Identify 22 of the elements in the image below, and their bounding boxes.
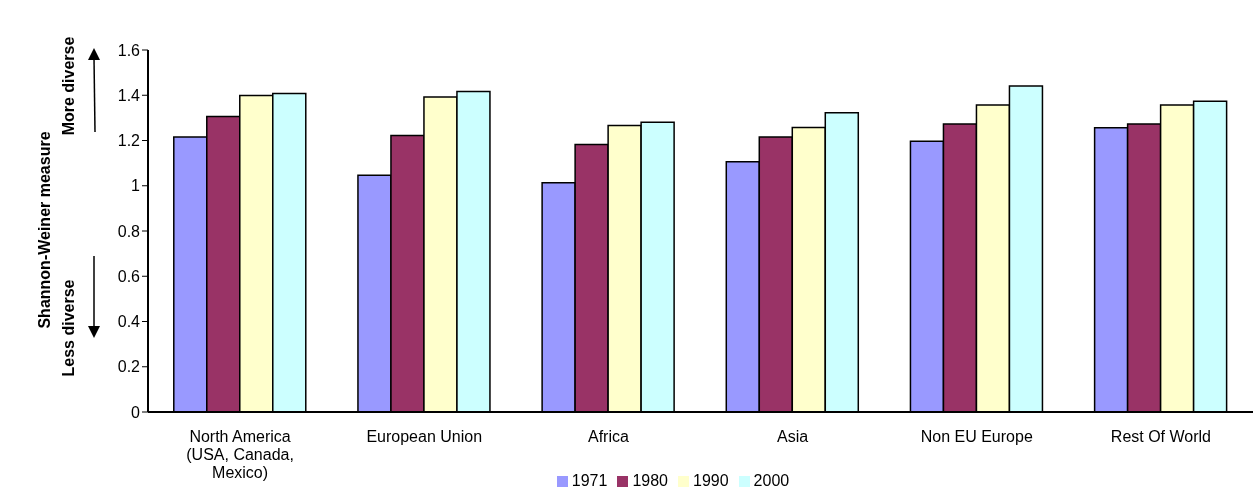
x-tick-label: Asia	[777, 428, 809, 445]
y-tick-label: 0	[131, 403, 141, 421]
legend-label: 1990	[693, 472, 729, 489]
y-tick-label: 0.8	[117, 222, 141, 240]
y-axis-title: Shannon-Weiner measure	[36, 131, 53, 329]
x-tick-label: European Union	[366, 428, 483, 445]
y-tick-label: 1	[131, 177, 141, 195]
x-tick-label: North America (USA, Canada, Mexico)	[186, 428, 294, 481]
legend-label: 1971	[571, 472, 608, 489]
x-tick-label: Non EU Europe	[920, 428, 1033, 445]
y-tick-label: 1.4	[117, 86, 141, 104]
legend-label: 1980	[632, 472, 668, 489]
y-tick-label: 1.2	[117, 132, 141, 150]
text: More diverse	[60, 36, 77, 136]
y-tick-label: 0.2	[117, 358, 141, 376]
x-tick-label: Rest Of World	[1110, 428, 1211, 445]
x-tick-label: Africa	[587, 428, 629, 445]
legend-label: 2000	[753, 472, 790, 489]
y-tick-label: 1.6	[117, 41, 141, 59]
y-tick-label: 0.6	[117, 267, 141, 285]
y-tick-label: 0.4	[117, 313, 141, 331]
text: Less diverse	[60, 279, 77, 377]
